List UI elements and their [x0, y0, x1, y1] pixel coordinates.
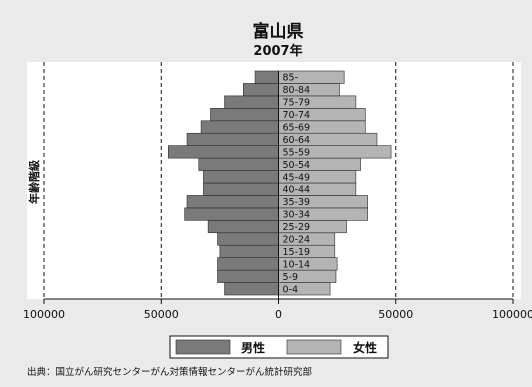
- x-tick-label-2: 0: [275, 308, 282, 321]
- bar-male-45-49: [203, 170, 279, 184]
- chart-title: 富山県: [253, 21, 304, 42]
- bar-male-0-4: [224, 282, 279, 296]
- age-label-55-59: 55-59: [283, 147, 311, 158]
- age-label-40-44: 40-44: [283, 185, 311, 196]
- bar-male-5-9: [217, 269, 279, 283]
- age-label-70-74: 70-74: [283, 110, 311, 121]
- legend-label-female: 女性: [353, 340, 377, 355]
- bar-male-70-74: [210, 108, 279, 122]
- grid-lines: [43, 62, 514, 299]
- y-axis-label: 年齢階級: [27, 160, 41, 204]
- x-ticks: 100000 50000 0 50000 100000: [23, 299, 532, 321]
- bars: [167, 70, 392, 299]
- age-label-20-24: 20-24: [283, 235, 311, 246]
- age-label-65-69: 65-69: [283, 123, 311, 134]
- age-label-30-34: 30-34: [283, 210, 311, 221]
- age-label-85-: 85-: [283, 73, 299, 84]
- bar-male-35-39: [186, 195, 279, 209]
- age-label-60-64: 60-64: [283, 135, 311, 146]
- bar-male-10-14: [217, 257, 279, 271]
- x-tick-label-0: 100000: [23, 308, 65, 321]
- age-label-25-29: 25-29: [283, 222, 311, 233]
- bar-male-40-44: [203, 182, 279, 196]
- age-label-0-4: 0-4: [283, 284, 299, 295]
- bar-male-60-64: [186, 132, 279, 146]
- x-tick-label-4: 100000: [492, 308, 532, 321]
- bar-male-65-69: [200, 120, 279, 134]
- age-label-35-39: 35-39: [283, 197, 311, 208]
- bar-male-20-24: [217, 232, 279, 246]
- age-label-75-79: 75-79: [283, 98, 311, 109]
- age-label-5-9: 5-9: [283, 272, 299, 283]
- legend-swatch-female: [286, 339, 342, 355]
- bar-male-75-79: [224, 95, 279, 109]
- age-label-45-49: 45-49: [283, 172, 311, 183]
- bar-male-80-84: [243, 83, 279, 97]
- age-label-50-54: 50-54: [283, 160, 311, 171]
- source-note: 出典：国立がん研究センターがん対策情報センターがん統計研究部: [27, 366, 312, 378]
- bar-male-50-54: [198, 157, 279, 171]
- chart-subtitle: 2007年: [253, 43, 302, 59]
- x-tick-label-1: 50000: [144, 308, 179, 321]
- age-label-10-14: 10-14: [283, 259, 311, 270]
- legend: 男性 女性: [169, 335, 389, 359]
- x-tick-label-3: 50000: [378, 308, 413, 321]
- age-label-80-84: 80-84: [283, 85, 311, 96]
- bar-male-15-19: [219, 244, 279, 258]
- age-label-15-19: 15-19: [283, 247, 311, 258]
- bar-male-30-34: [184, 207, 279, 221]
- bar-male-85-: [254, 70, 279, 84]
- legend-label-male: 男性: [241, 340, 265, 355]
- legend-swatch-male: [175, 339, 231, 355]
- bar-male-25-29: [207, 220, 279, 234]
- bar-male-55-59: [167, 145, 279, 159]
